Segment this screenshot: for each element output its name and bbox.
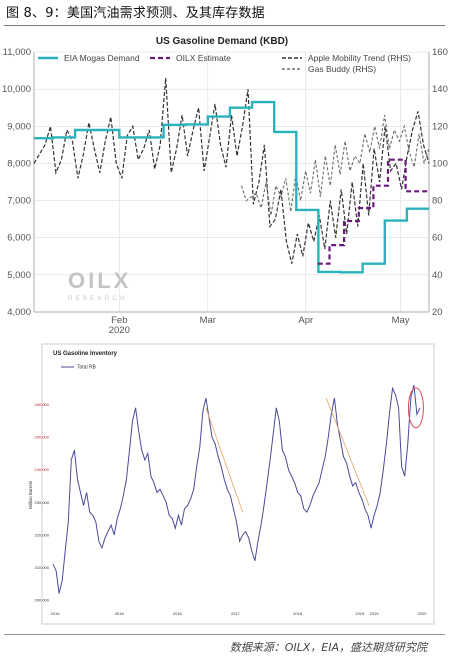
x-tick-label: Mar [200, 315, 216, 326]
legend-label: Gas Buddy (RHS) [308, 64, 376, 74]
y-axis-label: Million Barrels [28, 480, 33, 509]
x-tick-label: Apr [298, 315, 313, 326]
legend-label: Apple Mobility Trend (RHS) [308, 53, 411, 63]
gasoline-inventory-chart: US Gasoline Inventory Million Barrels 20… [28, 343, 435, 625]
y-tick-label: 260,000 [35, 402, 50, 407]
trend-arrow [325, 397, 370, 506]
y-right-tick-label: 120 [432, 121, 448, 132]
y-right-tick-label: 60 [432, 233, 443, 244]
figure-caption: 图 8、9：美国汽油需求预测、及其库存数据 [6, 6, 265, 21]
trend-arrow [205, 407, 243, 513]
x-tick-label: 2016 [115, 611, 125, 616]
y-tick-label: 230,000 [35, 500, 50, 505]
y-right-tick-label: 100 [432, 158, 448, 169]
x-tick-label: 2019 [370, 611, 380, 616]
y-left-tick-label: 7,000 [7, 196, 31, 207]
x-tick-label: May [392, 315, 410, 326]
x-tick-label: 2018 [293, 611, 303, 616]
y-tick-label: 220,000 [35, 532, 50, 537]
legend: Total RB [61, 365, 97, 371]
series-eia-mogas-line [34, 100, 429, 274]
y-right-tick-label: 20 [432, 307, 443, 318]
series-layer [33, 77, 430, 274]
legend-label: Total RB [77, 365, 97, 371]
series-layer [52, 384, 421, 594]
legend-label: OILX Estimate [176, 53, 231, 63]
axes: 200,000 210,000 220,000 230,000 240,000 250,0… [35, 402, 428, 616]
series-gas-buddy-line [240, 115, 430, 216]
annotations [205, 387, 424, 513]
series-apple-mobility-line [33, 77, 430, 264]
chart-frame [41, 343, 435, 625]
y-left-tick-label: 4,000 [7, 307, 31, 318]
x-tick-label: 2015 [51, 611, 61, 616]
source-note: 数据来源：OILX，EIA，盛达期货研究院 [229, 641, 427, 654]
series-oilx-estimate-line [317, 158, 429, 265]
y-right-tick-label: 140 [432, 84, 448, 95]
x-tick-label: 2020 [109, 325, 130, 336]
series-total-rb-line [52, 384, 421, 594]
logo-sub-text: RESEARCH [68, 296, 128, 302]
chart-title: US Gasoline Demand (KBD) [156, 36, 288, 47]
x-tick-label: 2016 [173, 611, 183, 616]
gasoline-demand-chart: US Gasoline Demand (KBD) 4,000 5,000 6,000… [2, 36, 448, 336]
x-tick-label: 2020 [418, 611, 428, 616]
chart-title: US Gasoline Inventory [53, 351, 118, 357]
y-tick-label: 200,000 [35, 598, 50, 603]
y-left-tick-label: 9,000 [7, 121, 31, 132]
y-tick-label: 210,000 [35, 565, 50, 570]
y-right-tick-label: 160 [432, 47, 448, 58]
logo-main-text: OILX [68, 268, 131, 293]
caption-divider [4, 25, 445, 26]
y-left-tick-label: 6,000 [7, 233, 31, 244]
highlight-circle [407, 387, 424, 429]
x-tick-label: 2017 [231, 611, 241, 616]
y-left-tick-label: 5,000 [7, 270, 31, 281]
legend-label: EIA Mogas Demand [64, 53, 140, 63]
oilx-logo: OILX RESEARCH [68, 268, 131, 302]
y-left-tick-label: 10,000 [2, 84, 31, 95]
legend: EIA Mogas Demand OILX Estimate Apple Mobil… [38, 53, 411, 74]
x-tick-label: Feb [111, 315, 127, 326]
y-right-tick-label: 40 [432, 270, 443, 281]
y-left-tick-label: 8,000 [7, 158, 31, 169]
y-tick-label: 240,000 [35, 467, 50, 472]
y-tick-label: 250,000 [35, 435, 50, 440]
axes: 4,000 5,000 6,000 7,000 8,000 9,000 10,000 11,0… [2, 47, 448, 336]
y-left-tick-label: 11,000 [3, 47, 31, 58]
y-right-tick-label: 80 [432, 196, 443, 207]
x-tick-label: 2019 [355, 611, 365, 616]
footer-divider [4, 634, 445, 635]
